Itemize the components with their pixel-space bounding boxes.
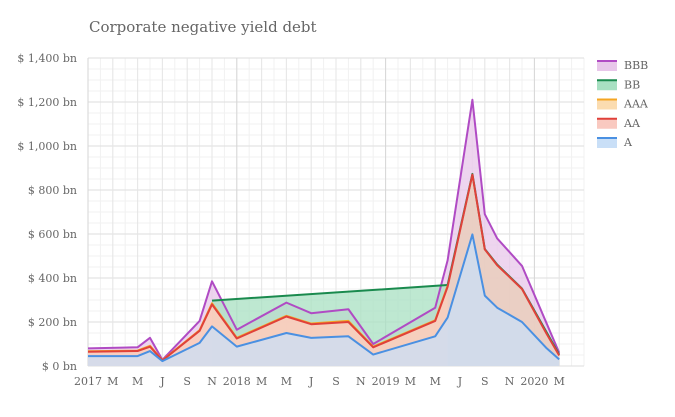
y-axis-ticks: $ 0 bn $ 200 bn $ 400 bn $ 600 bn $ 800 bn $ …: [17, 52, 77, 373]
area-a: [88, 234, 560, 366]
y-tick-label: $ 1,000 bn: [17, 140, 77, 153]
legend-label: AAA: [623, 98, 649, 111]
line-a: [88, 233, 560, 363]
line-bbb: [87, 98, 561, 361]
y-tick-label: $ 1,400 bn: [17, 52, 77, 65]
chart-title: Corporate negative yield debt: [89, 18, 317, 36]
legend-label: A: [623, 136, 633, 149]
x-tick-label: N: [356, 375, 366, 388]
legend-item-a[interactable]: A: [597, 136, 633, 149]
legend-item-bbb[interactable]: BBB: [597, 59, 648, 72]
x-tick-label: M: [281, 375, 292, 388]
x-tick-label: 2019: [372, 375, 400, 388]
y-tick-label: $ 0 bn: [42, 360, 77, 373]
legend-label: AA: [623, 117, 641, 130]
legend-swatch: [597, 138, 617, 148]
x-tick-label: N: [505, 375, 515, 388]
x-tick-label: M: [554, 375, 565, 388]
x-tick-label: M: [430, 375, 441, 388]
x-tick-label: J: [159, 375, 164, 388]
legend-label: BBB: [624, 59, 648, 72]
legend-swatch: [597, 99, 617, 110]
x-tick-label: M: [405, 375, 416, 388]
legend-swatch: [597, 118, 617, 129]
x-tick-label: N: [207, 375, 217, 388]
x-tick-label: M: [107, 375, 118, 388]
y-tick-label: $ 600 bn: [28, 228, 77, 241]
legend-item-aaa[interactable]: AAA: [597, 98, 649, 111]
y-tick-label: $ 200 bn: [28, 316, 77, 329]
legend-swatch: [597, 61, 617, 71]
legend-item-bb[interactable]: BB: [597, 78, 640, 91]
x-tick-label: S: [183, 375, 191, 388]
series-lines: [87, 98, 561, 363]
legend-item-aa[interactable]: AA: [597, 117, 641, 130]
x-axis-ticks: 2017 M M J S N 2018 M M J S N 2019 M M J S N 2020 M: [74, 375, 565, 388]
x-tick-label: 2020: [520, 375, 548, 388]
y-tick-label: $ 1,200 bn: [17, 96, 77, 109]
x-tick-label: M: [256, 375, 267, 388]
y-tick-label: $ 400 bn: [28, 272, 77, 285]
x-tick-label: S: [481, 375, 489, 388]
x-tick-label: J: [308, 375, 313, 388]
x-tick-label: J: [457, 375, 462, 388]
y-tick-label: $ 800 bn: [28, 184, 77, 197]
x-tick-label: S: [332, 375, 340, 388]
x-tick-label: M: [132, 375, 143, 388]
legend-label: BB: [624, 78, 640, 91]
x-tick-label: 2017: [74, 375, 102, 388]
x-tick-label: 2018: [223, 375, 251, 388]
legend-swatch: [597, 80, 617, 91]
